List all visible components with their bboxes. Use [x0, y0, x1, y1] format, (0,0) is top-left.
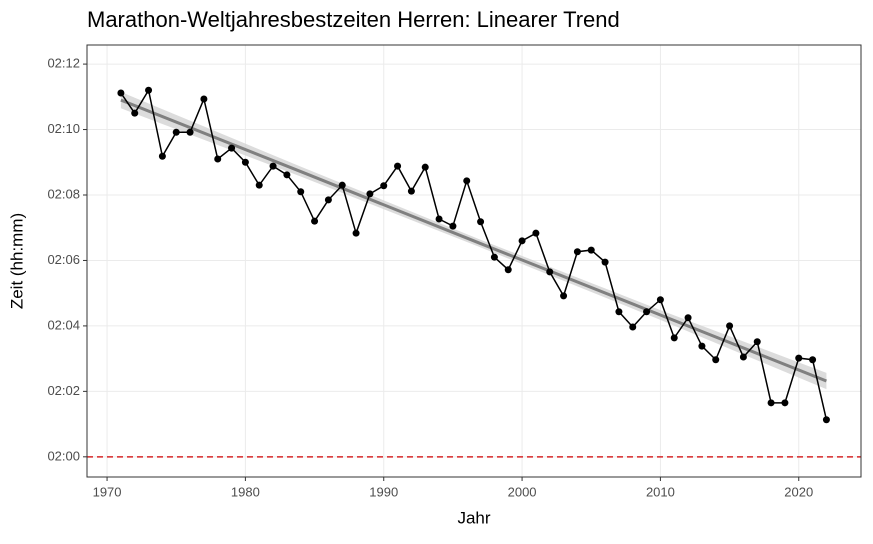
data-point	[297, 188, 305, 196]
data-point	[255, 181, 263, 189]
data-point	[656, 296, 664, 304]
data-point	[490, 253, 498, 261]
data-point	[795, 354, 803, 362]
data-point	[407, 187, 415, 195]
data-point	[477, 218, 485, 226]
data-point	[449, 222, 457, 230]
x-tick-label: 2020	[784, 484, 813, 499]
data-point	[145, 86, 153, 94]
data-point	[822, 416, 830, 424]
trend-line	[120, 98, 827, 383]
x-tick-label: 1970	[93, 484, 122, 499]
y-tick-label: 02:08	[47, 186, 80, 201]
data-point	[200, 95, 208, 103]
data-point	[684, 314, 692, 322]
data-point	[311, 217, 319, 225]
y-tick-label: 02:00	[47, 448, 80, 463]
plot-border	[86, 44, 862, 478]
data-point	[421, 163, 429, 171]
x-tick-label: 2000	[508, 484, 537, 499]
data-point	[629, 323, 637, 331]
y-tick-label: 02:12	[47, 56, 80, 71]
data-point	[753, 338, 761, 346]
data-point	[767, 399, 775, 407]
data-point	[698, 342, 706, 350]
data-point	[463, 177, 471, 185]
data-point	[172, 128, 180, 136]
data-line	[120, 88, 828, 420]
data-point	[117, 89, 125, 97]
data-point	[283, 171, 291, 179]
data-point	[809, 356, 817, 364]
data-point	[338, 181, 346, 189]
data-point	[560, 292, 568, 300]
data-point	[352, 229, 360, 237]
data-point	[186, 128, 194, 136]
data-point	[394, 162, 402, 170]
x-tick-label: 2010	[646, 484, 675, 499]
x-axis-label: Jahr	[457, 508, 490, 527]
data-point	[241, 158, 249, 166]
data-point	[532, 229, 540, 237]
y-tick-label: 02:10	[47, 121, 80, 136]
y-tick-label: 02:06	[47, 252, 80, 267]
data-point	[435, 215, 443, 223]
data-point	[546, 268, 554, 276]
data-point	[324, 196, 332, 204]
data-point	[781, 399, 789, 407]
data-point	[643, 308, 651, 316]
data-point	[214, 155, 222, 163]
data-point	[158, 152, 166, 160]
data-point	[518, 237, 526, 245]
y-tick-label: 02:04	[47, 317, 80, 332]
data-point	[504, 266, 512, 274]
data-point	[726, 322, 734, 330]
data-point	[712, 356, 720, 364]
data-point	[131, 109, 139, 117]
data-point	[739, 353, 747, 361]
data-point	[380, 182, 388, 190]
y-tick-label: 02:02	[47, 383, 80, 398]
data-point	[615, 308, 623, 316]
data-point	[269, 162, 277, 170]
y-axis-label: Zeit (hh:mm)	[7, 213, 26, 309]
x-tick-label: 1990	[369, 484, 398, 499]
data-point	[228, 144, 236, 152]
data-point	[670, 334, 678, 342]
data-point	[587, 246, 595, 254]
data-point	[366, 190, 374, 198]
data-point	[601, 258, 609, 266]
data-point	[573, 248, 581, 256]
x-tick-label: 1980	[231, 484, 260, 499]
chart-title: Marathon-Weltjahresbestzeiten Herren: Li…	[87, 7, 620, 32]
